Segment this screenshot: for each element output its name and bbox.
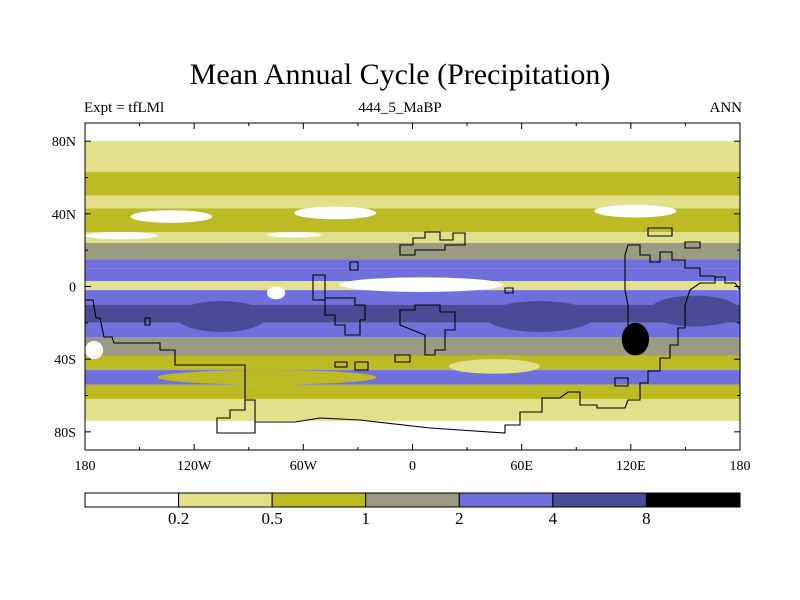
colorbar-box-4 <box>458 492 554 508</box>
colorbar-box-6 <box>645 492 741 508</box>
x-tick-label: 0 <box>409 459 416 474</box>
coastline-small-isle-8 <box>684 241 701 249</box>
coastline-eastern-west-edge <box>624 255 645 346</box>
precip-patch-12 <box>157 370 377 385</box>
precip-patch-5 <box>266 232 322 238</box>
coastline-small-isle-7 <box>647 227 673 237</box>
experiment-label: Expt = tfLMl <box>84 100 165 116</box>
x-axis: 180 120W 60W 0 60E 120E 180 <box>75 123 751 474</box>
coastline-antarctica <box>85 276 740 434</box>
precip-patch-8 <box>175 301 267 332</box>
case-label: 444_5_MaBP <box>358 100 442 116</box>
precip-band-6 <box>85 242 740 260</box>
coastline-small-isle-9 <box>614 377 629 387</box>
season-label: ANN <box>709 100 743 116</box>
precip-band-2 <box>85 172 740 196</box>
colorbar-level-label: 1 <box>361 509 370 528</box>
x-tick-label: 180 <box>730 459 751 474</box>
precip-patch-1 <box>294 206 377 220</box>
coastline-small-isle-3 <box>144 317 151 326</box>
coastline-eastern-continent <box>624 244 715 277</box>
precip-patch-2 <box>594 204 677 218</box>
precip-band-1 <box>85 141 740 173</box>
colorbar-level-label: 2 <box>455 509 464 528</box>
coastline-southern-continent <box>399 304 456 356</box>
colorbar-level-label: 4 <box>549 509 558 528</box>
precip-patch-7 <box>194 281 340 291</box>
y-axis: 80N 40N 0 40S 80S <box>52 135 740 441</box>
precip-band-4 <box>85 208 740 232</box>
precip-band-8 <box>85 268 740 282</box>
coastline-small-isle-5 <box>354 361 369 371</box>
precip-patch-0 <box>130 210 213 223</box>
coastline-western-block <box>216 400 256 434</box>
colorbar: 0.2 0.5 1 2 4 8 <box>84 492 741 528</box>
precip-band-16 <box>85 384 740 400</box>
x-tick-label: 120W <box>177 459 212 474</box>
precip-patch-15 <box>448 359 540 374</box>
x-tick-label: 120E <box>616 459 646 474</box>
coastline-north-island <box>399 231 466 256</box>
precip-band-0 <box>85 123 740 142</box>
coastline-central-land <box>324 297 366 336</box>
colorbar-box-1 <box>178 492 273 508</box>
precip-band-17 <box>85 399 740 421</box>
y-tick-label: 80S <box>54 426 76 441</box>
colorbar-level-label: 8 <box>642 509 651 528</box>
coastline-small-isle-6 <box>394 354 411 363</box>
precip-band-10 <box>85 290 740 305</box>
precip-patch-3 <box>699 195 740 207</box>
plot-title: Mean Annual Cycle (Precipitation) <box>189 58 611 91</box>
precip-band-13 <box>85 337 740 356</box>
precip-patch-4 <box>85 232 158 240</box>
y-tick-label: 40S <box>54 353 76 368</box>
precip-patch-9 <box>485 301 595 332</box>
precip-band-3 <box>85 195 740 209</box>
colorbar-box-5 <box>552 492 647 508</box>
x-tick-label: 60E <box>510 459 533 474</box>
colorbar-level-label: 0.2 <box>168 509 189 528</box>
precip-patch-11 <box>85 341 104 360</box>
coastline-small-isle-1 <box>349 261 359 271</box>
colorbar-box-0 <box>84 492 180 508</box>
colorbar-box-2 <box>271 492 367 508</box>
precip-patch-14 <box>266 286 286 300</box>
precip-band-7 <box>85 259 740 269</box>
precip-band-14 <box>85 355 740 371</box>
coastline-small-isle-4 <box>334 361 348 368</box>
y-tick-label: 40N <box>52 208 76 223</box>
precip-patch-10 <box>649 295 740 327</box>
y-tick-label: 0 <box>69 281 76 296</box>
precip-patch-6 <box>339 277 504 292</box>
y-tick-label: 80N <box>52 135 76 150</box>
x-tick-label: 60W <box>290 459 318 474</box>
colorbar-level-label: 0.5 <box>262 509 283 528</box>
coastline-small-isle-2 <box>504 287 514 294</box>
x-tick-label: 180 <box>75 459 96 474</box>
colorbar-box-3 <box>365 492 460 508</box>
